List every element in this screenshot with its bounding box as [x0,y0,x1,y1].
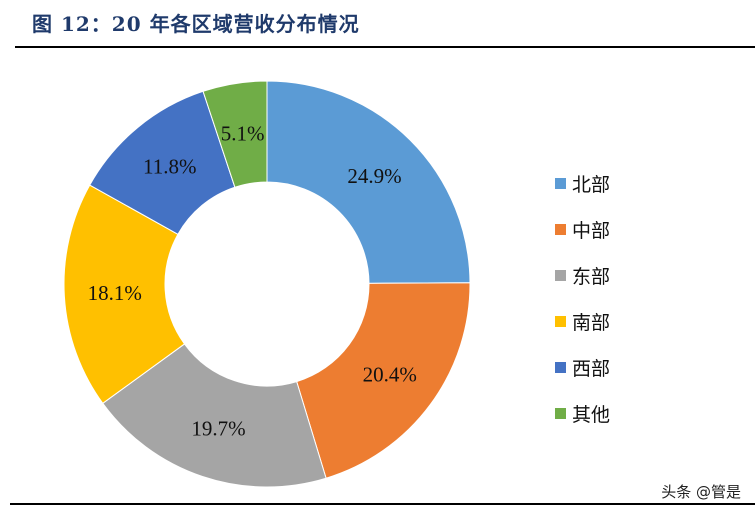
legend-label: 中部 [572,219,611,242]
legend-swatch-icon [555,315,566,327]
title-divider [15,46,755,48]
legend-label: 西部 [572,357,611,380]
legend-label: 东部 [572,265,611,288]
donut-slice [63,184,186,405]
legend-swatch-icon [555,177,566,189]
legend-swatch-icon [555,407,566,419]
slice-value-label: 5.1% [221,121,265,145]
donut-slice [102,343,327,488]
legend-swatch-icon [555,223,566,235]
figure-title: 图 12：20 年各区域营收分布情况 [32,12,360,36]
chart-legend: 北部 中部 东部 南部 西部 其他 [555,160,610,436]
donut-slice [202,80,268,188]
slice-value-label: 11.8% [143,154,196,178]
legend-item-west: 西部 [555,344,610,390]
slice-labels: 24.9% 20.4% 19.7% 18.1% 11.8% 5.1% [88,121,417,440]
donut-slice [296,282,471,479]
slice-value-label: 19.7% [191,417,245,441]
legend-label: 北部 [572,173,611,196]
legend-item-east: 东部 [555,252,610,298]
watermark: 头条 @管是 [661,483,741,501]
legend-swatch-icon [555,269,566,281]
donut-slice [266,80,471,284]
bottom-divider [10,503,755,505]
legend-label: 其他 [572,403,611,426]
legend-item-central: 中部 [555,206,610,252]
slice-value-label: 24.9% [347,164,401,188]
legend-label: 南部 [572,311,611,334]
legend-swatch-icon [555,361,566,373]
legend-item-other: 其他 [555,390,610,436]
slice-value-label: 20.4% [363,362,417,386]
slice-value-label: 18.1% [88,281,142,305]
donut-slices [63,80,471,488]
legend-item-north: 北部 [555,160,610,206]
legend-item-south: 南部 [555,298,610,344]
